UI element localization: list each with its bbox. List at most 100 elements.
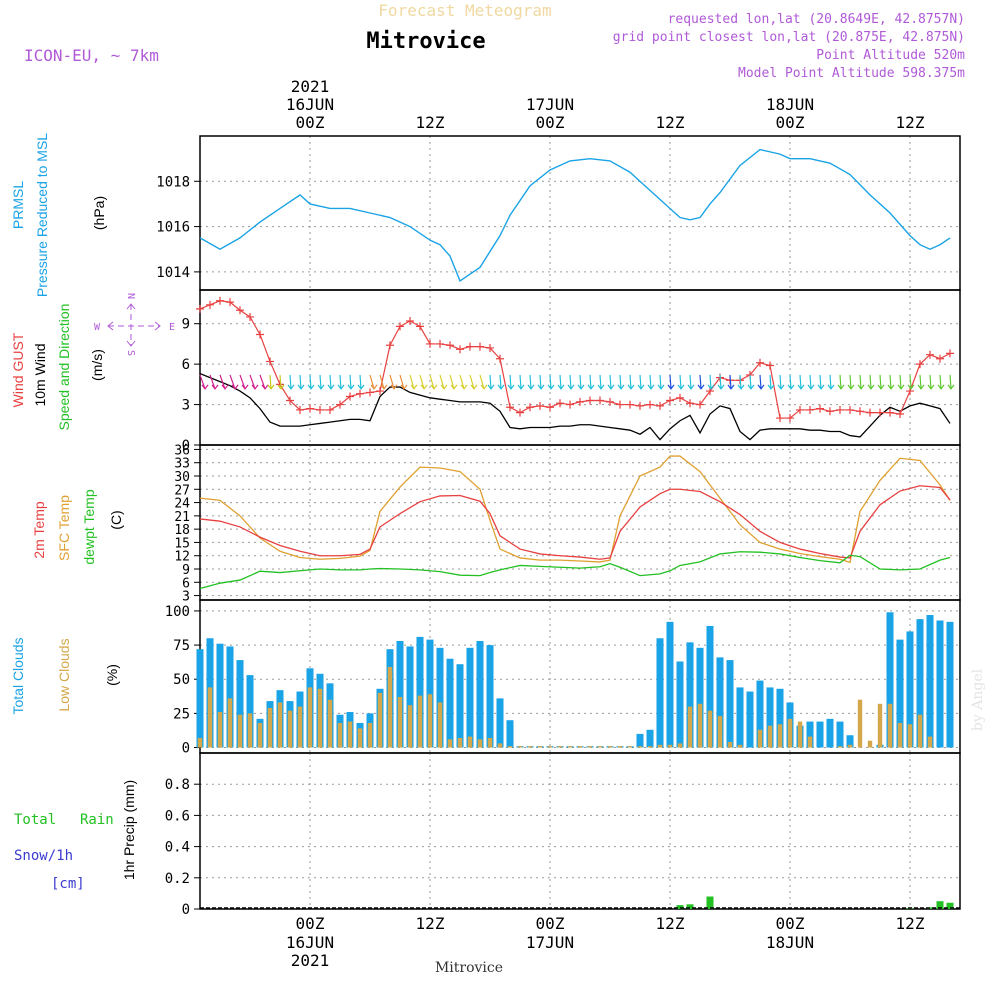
- low-clouds-bar: [787, 718, 793, 748]
- low-clouds-bar: [637, 746, 643, 748]
- wind-gust-point: [696, 400, 704, 409]
- rain-label: Rain: [80, 812, 114, 828]
- compass-west-label: W: [94, 322, 101, 333]
- clouds-y-tick-label: 100: [165, 604, 190, 620]
- pressure-series-line: [199, 148, 951, 283]
- pressure-y-tick-label: 1018: [156, 174, 190, 190]
- total-clouds-bar: [486, 645, 494, 748]
- total-clouds-bar: [666, 621, 674, 748]
- wind-gust-point: [506, 403, 514, 412]
- wind-direction-arrow: [449, 374, 458, 390]
- snow-label: Snow/1h: [14, 848, 73, 864]
- low-clouds-bar: [437, 702, 443, 748]
- low-clouds-bar: [287, 710, 293, 748]
- total-clouds-bar: [946, 621, 954, 748]
- rain-bar: [686, 904, 694, 909]
- rain-bar: [706, 896, 714, 909]
- low-clouds-bar: [667, 744, 673, 748]
- low-clouds-bar: [867, 740, 873, 748]
- low-clouds-bar: [557, 746, 563, 748]
- wind-gust-point: [666, 396, 674, 405]
- total-clouds-bar: [776, 688, 784, 748]
- wind-gust-point: [776, 414, 784, 423]
- wind-direction-arrow: [297, 374, 305, 390]
- low-clouds-bar: [247, 713, 253, 748]
- wind-gust-point: [646, 400, 654, 409]
- wind-direction-arrow: [277, 374, 285, 390]
- clouds-y-tick-label: 75: [173, 638, 190, 654]
- total-clouds-bar: [706, 625, 714, 748]
- wind-direction-arrow: [409, 374, 418, 390]
- pressure-unit: (hPa): [91, 196, 107, 230]
- wind-gust-point: [416, 322, 424, 331]
- wind-direction-arrow: [199, 374, 209, 390]
- wind-gust-series-line: [199, 300, 951, 419]
- top-time-label: 00Z: [536, 113, 565, 132]
- low-clouds-bar: [527, 746, 533, 748]
- wind-gust-point: [766, 361, 774, 370]
- wind-panel-frame: [199, 289, 961, 446]
- wind-gust-point: [616, 400, 624, 409]
- wind-gust-point: [806, 405, 814, 414]
- low-clouds-bar: [197, 737, 203, 748]
- wind-direction-arrow: [687, 374, 695, 390]
- top-time-label: 12Z: [896, 113, 925, 132]
- wind-direction-arrow: [337, 374, 345, 390]
- total-clouds-bar: [906, 631, 914, 748]
- wind-direction-arrow: [389, 374, 398, 390]
- wind-gust-point: [356, 389, 364, 398]
- wind-direction-arrow: [697, 374, 705, 390]
- total-clouds-bar: [476, 640, 484, 748]
- wind-gust-point: [896, 410, 904, 418]
- snow-unit-label: [cm]: [51, 876, 85, 892]
- bottom-date-label: 17JUN: [526, 933, 574, 952]
- precip-y-tick-label: 0.8: [165, 777, 190, 793]
- wind-gust-point: [656, 401, 664, 410]
- wind-direction-arrow: [887, 374, 895, 390]
- wind-direction-arrow: [647, 374, 655, 390]
- wind-gust-point: [756, 358, 764, 367]
- bottom-year-label: 2021: [291, 951, 330, 970]
- temp-y-tick-label: 6: [182, 576, 190, 591]
- total-clouds-bar: [226, 646, 234, 748]
- wind-direction-arrow: [419, 374, 428, 390]
- rain-bar: [946, 902, 954, 909]
- wind-gust-point: [246, 312, 254, 321]
- temp-y-tick-label: 33: [174, 457, 190, 472]
- pressure-y-tick-label: 1014: [156, 265, 190, 281]
- wind-direction-arrow: [617, 374, 625, 390]
- wind-y-tick-label: 0: [182, 438, 190, 454]
- wind-direction-arrow: [287, 374, 295, 390]
- total-clouds-bar: [916, 619, 924, 748]
- pressure-label-2: Pressure Reduced to MSL: [34, 133, 50, 297]
- low-clouds-bar: [447, 739, 453, 748]
- wind-direction-arrow: [209, 374, 219, 390]
- wind-direction-arrow: [867, 374, 875, 390]
- precip-y-tick-label: 0: [182, 902, 190, 918]
- wind-gust-point: [256, 330, 264, 339]
- low-clouds-bar: [207, 687, 213, 748]
- total-clouds-bar: [236, 660, 244, 748]
- low-clouds-bar: [907, 724, 913, 748]
- top-time-label: 00Z: [296, 113, 325, 132]
- low-clouds-bar: [567, 746, 573, 748]
- wind-direction-arrow: [399, 374, 408, 390]
- low-clouds-bar: [477, 739, 483, 748]
- wind-gust-point: [866, 408, 874, 417]
- low-clouds-bar: [217, 712, 223, 748]
- wind-direction-arrow: [607, 374, 615, 390]
- wind-gust-point: [586, 396, 594, 405]
- wind-gust-point: [396, 322, 404, 331]
- low-clouds-bar: [657, 744, 663, 748]
- total-clouds-label: Total Clouds: [10, 637, 26, 714]
- top-date-label: 18JUN: [766, 95, 814, 114]
- total-clouds-bar: [806, 721, 814, 748]
- total-clouds-bar: [436, 647, 444, 748]
- wind-gust-point: [306, 404, 314, 413]
- low-clouds-bar: [917, 714, 923, 748]
- model-label: ICON-EU, ~ 7km: [24, 46, 159, 65]
- temp-y-tick-label: 30: [174, 470, 190, 485]
- top-time-label: 12Z: [416, 113, 445, 132]
- top-year-label: 2021: [291, 77, 330, 96]
- low-clouds-bar: [737, 744, 743, 748]
